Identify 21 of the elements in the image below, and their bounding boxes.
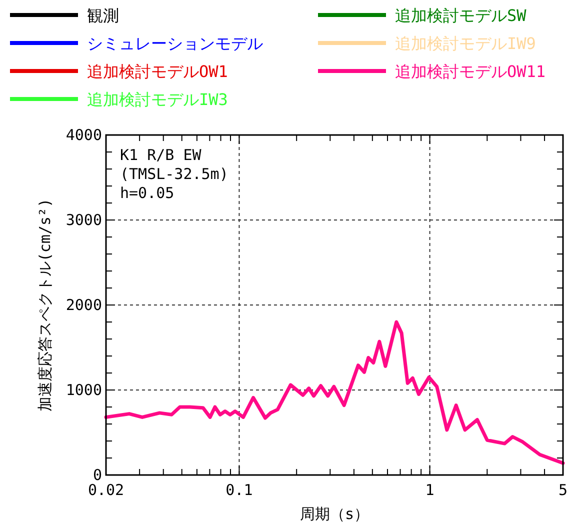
y-axis-title: 加速度応答スペクトル(cm/s²): [36, 198, 54, 412]
annotation: K1 R/B EW: [120, 146, 202, 164]
y-tick-label: 3000: [66, 211, 102, 229]
legend-label: シミュレーションモデル: [87, 34, 263, 53]
x-tick-label: 0.1: [226, 481, 253, 499]
legend-label: 追加検討モデルOW11: [395, 62, 546, 81]
y-tick-label: 1000: [66, 381, 102, 399]
annotation: (TMSL-32.5m): [120, 165, 228, 183]
legend-label: 観測: [87, 6, 119, 25]
x-tick-label: 0.02: [88, 481, 124, 499]
legend-label: 追加検討モデルIW3: [87, 90, 228, 109]
x-tick-label: 1: [425, 481, 434, 499]
x-axis-title: 周期（s）: [300, 505, 370, 523]
legend-label: 追加検討モデルIW9: [395, 34, 536, 53]
y-tick-label: 4000: [66, 126, 102, 144]
x-tick-label: 5: [558, 481, 568, 499]
legend-label: 追加検討モデルSW: [395, 6, 527, 25]
y-tick-label: 2000: [66, 296, 102, 314]
legend-label: 追加検討モデルOW1: [87, 62, 228, 81]
y-tick-label: 0: [92, 466, 102, 484]
annotation: h=0.05: [120, 184, 174, 202]
